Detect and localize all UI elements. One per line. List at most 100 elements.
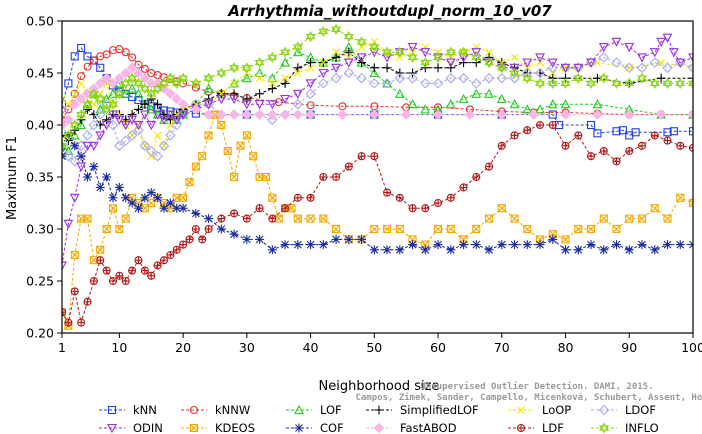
data-point [586, 58, 596, 68]
data-point [599, 146, 608, 156]
legend-item-fastabod: FastABOD [366, 421, 457, 434]
data-point [191, 208, 201, 218]
data-point [76, 151, 86, 161]
plot-area [61, 20, 694, 334]
data-point [573, 245, 583, 255]
data-point [89, 162, 99, 172]
data-point [89, 110, 99, 120]
data-point [318, 25, 329, 37]
data-point [369, 67, 380, 78]
data-point [89, 256, 98, 265]
data-point [586, 240, 596, 250]
data-point [267, 100, 278, 110]
data-point [650, 245, 660, 255]
data-point [687, 62, 693, 74]
data-point [140, 99, 150, 109]
data-point [663, 214, 672, 223]
data-point [216, 224, 226, 234]
data-point [623, 62, 635, 74]
data-point [96, 256, 105, 265]
series-fastabod [62, 62, 693, 131]
data-point [446, 193, 455, 202]
data-point [77, 43, 86, 53]
data-point [394, 88, 405, 98]
data-point [292, 41, 303, 53]
data-point [548, 234, 558, 244]
data-point [523, 126, 532, 135]
data-point [599, 214, 608, 223]
data-point [254, 57, 265, 69]
data-point [95, 120, 105, 130]
data-point [69, 119, 80, 131]
y-tick-label: 0.40 [26, 118, 54, 133]
data-point [688, 240, 693, 250]
data-point [612, 240, 622, 250]
data-point [586, 120, 596, 130]
legend-item-ldof: LDOF [591, 403, 656, 417]
data-point [120, 67, 132, 79]
data-point [254, 109, 265, 120]
data-point [445, 46, 456, 58]
data-point [293, 214, 302, 223]
data-point [496, 109, 508, 120]
y-tick-label: 0.35 [26, 170, 54, 185]
data-point [593, 58, 602, 67]
data-point [522, 67, 533, 79]
data-point [159, 115, 169, 125]
data-point [127, 110, 137, 120]
data-point [446, 224, 455, 234]
data-point [159, 203, 169, 213]
data-point [637, 141, 647, 150]
data-point [267, 51, 278, 63]
data-point [159, 110, 169, 120]
data-point [306, 240, 316, 250]
data-point [172, 110, 181, 119]
data-point [636, 62, 648, 74]
data-point [637, 72, 647, 84]
data-point [95, 131, 106, 141]
data-point [687, 109, 693, 120]
data-point [459, 240, 469, 250]
data-point [242, 131, 251, 140]
data-point [676, 141, 685, 150]
data-point [82, 98, 93, 110]
data-point [121, 48, 130, 57]
data-point [343, 31, 354, 43]
data-point [332, 48, 340, 57]
legend-label: FastABOD [400, 421, 457, 434]
data-point [369, 41, 380, 53]
data-point [115, 110, 124, 119]
data-point [229, 94, 240, 105]
data-point [128, 266, 137, 275]
x-tick-label: 30 [239, 340, 255, 355]
legend-label: LDF [542, 421, 564, 434]
data-point [127, 115, 138, 125]
data-point [147, 271, 156, 280]
data-point [83, 52, 92, 61]
data-point [432, 78, 444, 89]
data-point [179, 193, 188, 202]
data-point [267, 109, 278, 120]
data-point [464, 109, 476, 120]
data-point [267, 84, 277, 94]
data-point [88, 119, 100, 131]
data-point [445, 72, 457, 84]
data-point [77, 79, 86, 88]
data-point [522, 104, 533, 114]
data-point [82, 172, 92, 182]
data-point [203, 83, 214, 93]
data-point [203, 72, 214, 84]
data-point [152, 83, 163, 95]
data-point [319, 172, 328, 182]
data-point [120, 77, 131, 89]
data-point [77, 72, 86, 81]
data-point [383, 224, 392, 234]
data-point [522, 240, 532, 250]
data-point [496, 93, 507, 104]
legend-label: KDEOS [215, 421, 255, 434]
data-point [497, 204, 506, 213]
data-point [574, 224, 583, 234]
data-point [624, 42, 635, 53]
data-point [267, 114, 278, 126]
legend-label: ODIN [133, 421, 163, 434]
